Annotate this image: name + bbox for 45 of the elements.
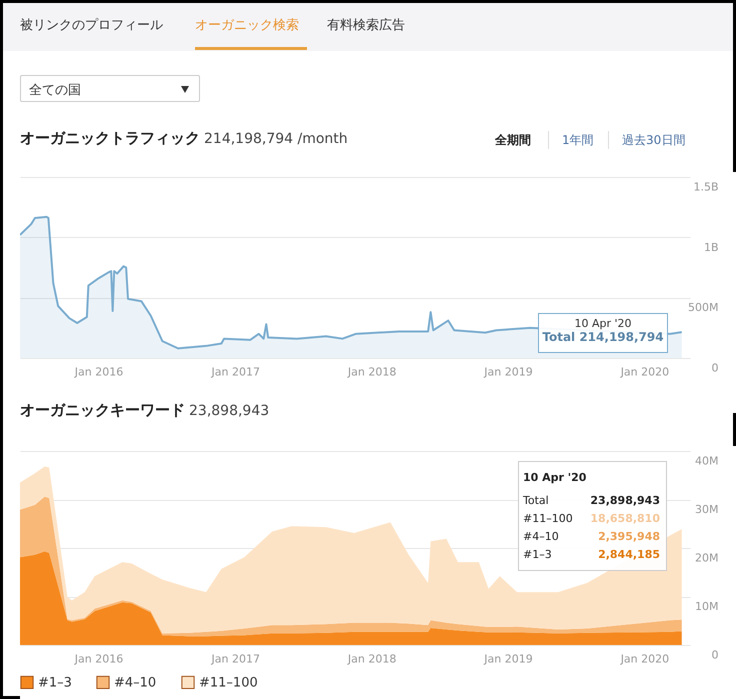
legend-label: #1–3 — [38, 675, 72, 690]
y-tick-label: 1.5B — [693, 180, 718, 194]
text: 全期間 — [495, 132, 531, 149]
y-tick-label: 500M — [688, 301, 718, 314]
x-tick-label: Jan 2018 — [346, 652, 396, 666]
chart-subtitle: 214,198,794 /month — [204, 131, 348, 147]
annotation: #1–3 — [523, 548, 552, 561]
x-tick-label: Jan 2018 — [346, 366, 396, 378]
annotation: Total 214,198,794 — [541, 330, 665, 344]
annotation: 10 Apr '20 — [523, 471, 586, 484]
annotation: 2,395,948 — [598, 530, 660, 543]
y-tick-label: 40M — [695, 454, 718, 468]
x-tick-label: Jan 2020 — [620, 652, 670, 666]
legend-label: #11–100 — [199, 675, 258, 690]
x-tick-label: Jan 2019 — [483, 366, 533, 378]
x-tick-label: Jan 2016 — [74, 652, 124, 666]
y-tick-label: 20M — [695, 552, 718, 564]
x-tick-label: Jan 2017 — [210, 366, 260, 378]
annotation: 18,658,810 — [590, 512, 660, 525]
tooltip-box: 10 Apr '20 Total 214,198,794 — [538, 313, 668, 353]
x-tick-label: Jan 2016 — [74, 366, 124, 378]
annotation: #4–10 — [523, 530, 559, 543]
x-tick-label: Jan 2019 — [483, 652, 533, 666]
x-tick-label: Jan 2017 — [210, 652, 260, 666]
y-tick-label: 30M — [695, 503, 718, 516]
x-tick-label: Jan 2020 — [620, 366, 670, 378]
annotation: #11–100 — [523, 512, 573, 525]
y-tick-label: 10M — [695, 600, 718, 613]
annotation: 10 Apr '20 — [573, 317, 633, 330]
annotation: Total — [523, 494, 549, 507]
text: オーガニック検索 — [195, 17, 299, 34]
text: 23,898,943 — [189, 403, 270, 419]
chart-title: オーガニックキーワード — [20, 401, 185, 419]
text: 23,898,943 — [590, 494, 660, 507]
y-tick-label: 1B — [704, 240, 718, 254]
annotation: 2,844,185 — [598, 548, 660, 561]
chart-title: オーガニックトラフィック — [20, 129, 200, 147]
text: 過去30日間 — [622, 132, 686, 149]
y-tick-label: 0 — [712, 362, 718, 374]
legend-label: #4–10 — [114, 675, 156, 690]
text: 被リンクのプロフィール — [20, 17, 163, 34]
text: 1年間 — [562, 132, 594, 149]
country-dropdown: 全ての国 — [20, 75, 200, 102]
text: 有料検索広告 — [327, 17, 405, 34]
y-tick-label: 0 — [712, 648, 718, 662]
